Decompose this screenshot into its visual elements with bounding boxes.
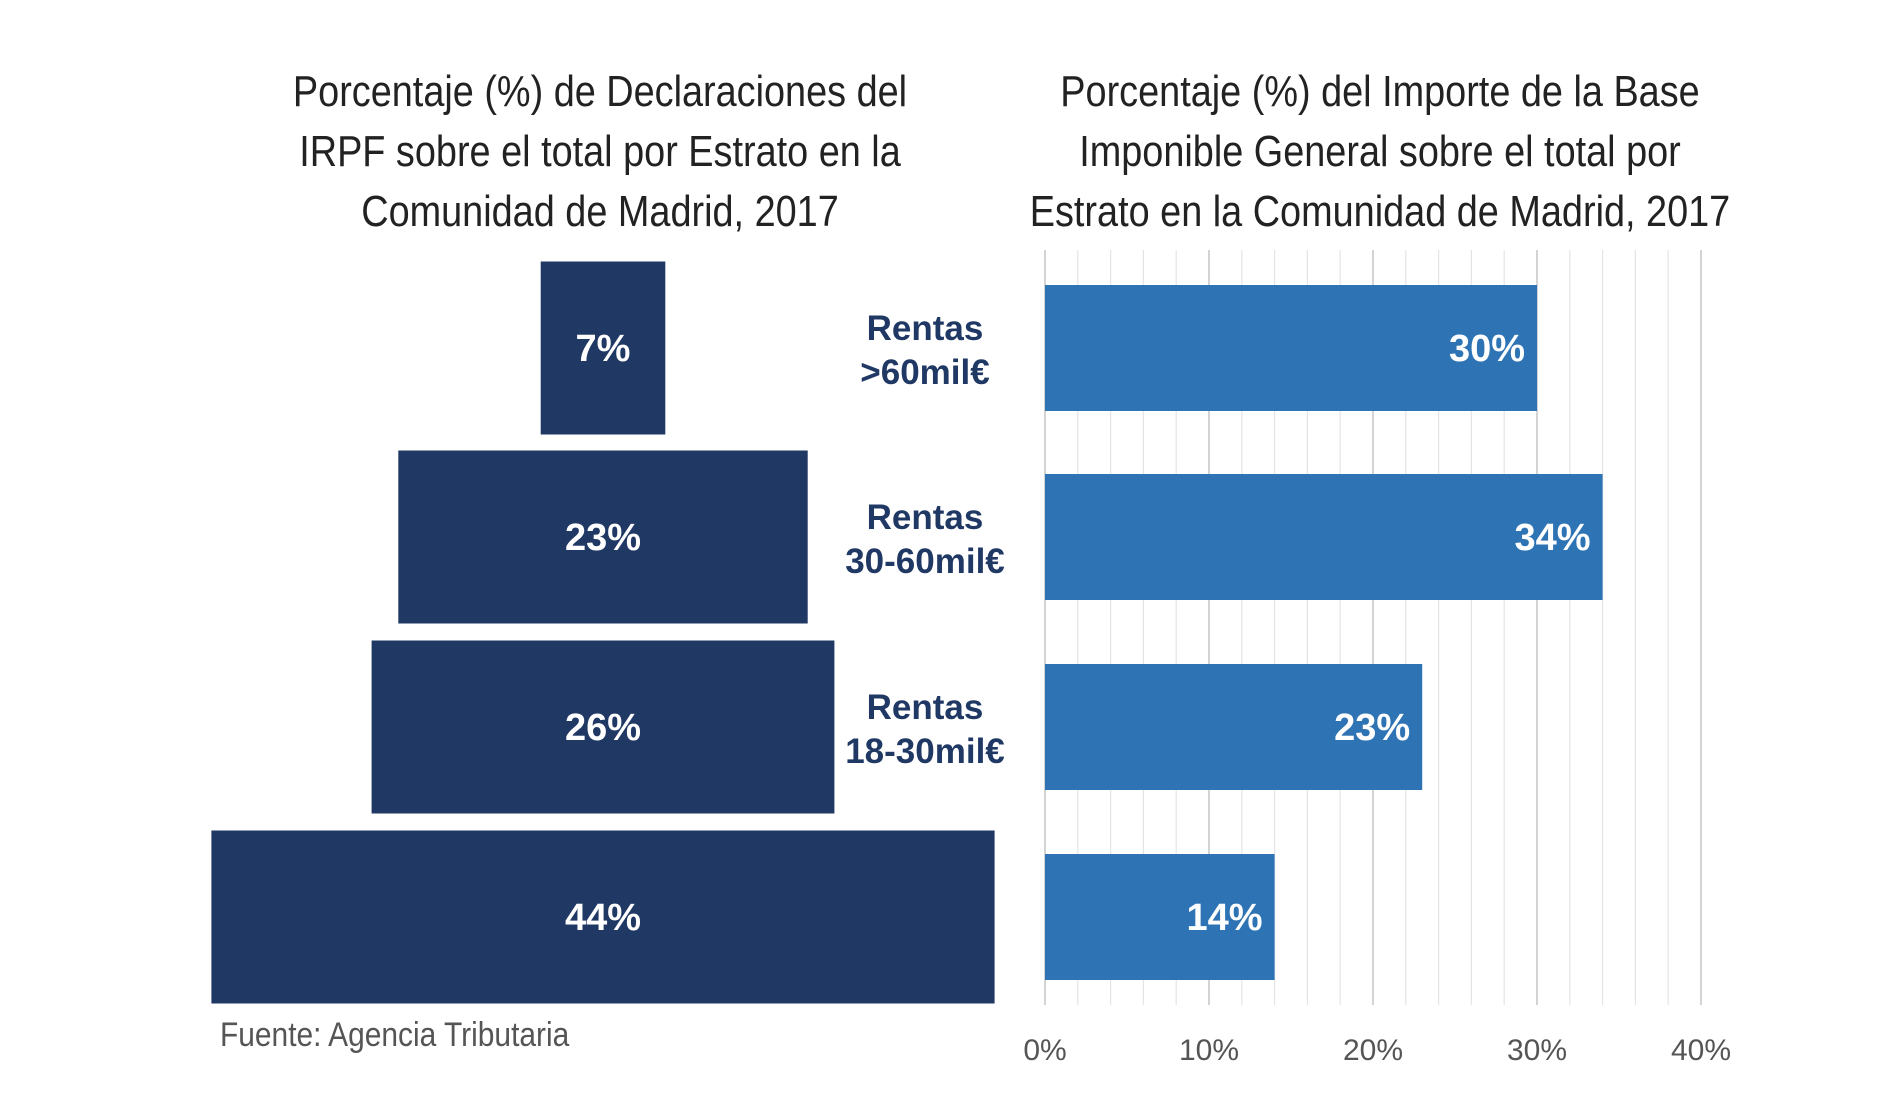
x-tick-label: 0% <box>1023 1034 1066 1067</box>
category-label: Rentas <box>867 498 984 537</box>
left-bar <box>211 830 995 1004</box>
left-bar-value-label: 26% <box>565 707 641 749</box>
right-bar-value-label: 30% <box>1449 328 1525 370</box>
right-title-line: Porcentaje (%) del Importe de la Base <box>1060 67 1700 116</box>
left-bar-value-label: 44% <box>565 897 641 939</box>
right-bar <box>1045 474 1603 600</box>
right-title-line: Imponible General sobre el total por <box>1079 127 1681 176</box>
left-bar <box>398 450 808 624</box>
left-title-line: Porcentaje (%) de Declaraciones del <box>292 67 908 116</box>
right-bar <box>1045 664 1423 790</box>
x-tick-label: 10% <box>1179 1034 1239 1067</box>
category-label: Rentas <box>867 309 984 348</box>
left-bar-value-label: 7% <box>576 328 631 370</box>
category-label: >60mil€ <box>860 353 989 392</box>
category-label: <18mil€ <box>860 922 989 961</box>
source-note: Fuente: Agencia Tributaria <box>220 1016 570 1054</box>
left-chart-title: Porcentaje (%) de Declaraciones del IRPF… <box>256 62 944 242</box>
right-bar-value-label: 14% <box>1187 897 1263 939</box>
right-chart-title: Porcentaje (%) del Importe de la Base Im… <box>1002 62 1759 242</box>
category-label: 18-30mil€ <box>845 732 1005 771</box>
category-label: 30-60mil€ <box>845 542 1005 581</box>
right-bar <box>1045 285 1537 411</box>
right-title-line: Estrato en la Comunidad de Madrid, 2017 <box>1029 187 1731 236</box>
x-tick-label: 30% <box>1507 1034 1567 1067</box>
left-bar <box>371 640 835 814</box>
x-tick-label: 40% <box>1671 1034 1731 1067</box>
category-label: Rentas <box>867 878 984 917</box>
left-bar-value-label: 23% <box>565 517 641 559</box>
x-tick-label: 20% <box>1343 1034 1403 1067</box>
right-bar-value-label: 34% <box>1515 517 1591 559</box>
category-label: Rentas <box>867 688 984 727</box>
left-bar <box>540 261 666 435</box>
right-bar <box>1045 854 1275 980</box>
right-bar-value-label: 23% <box>1334 707 1410 749</box>
left-title-line: IRPF sobre el total por Estrato en la <box>299 127 901 176</box>
left-title-line: Comunidad de Madrid, 2017 <box>361 187 839 236</box>
